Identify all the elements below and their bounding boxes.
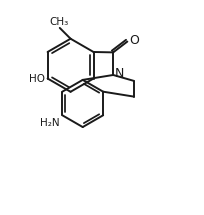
- Text: N: N: [115, 68, 124, 80]
- Text: CH₃: CH₃: [49, 17, 68, 27]
- Text: H₂N: H₂N: [40, 118, 59, 128]
- Text: O: O: [130, 34, 140, 47]
- Text: HO: HO: [29, 74, 45, 83]
